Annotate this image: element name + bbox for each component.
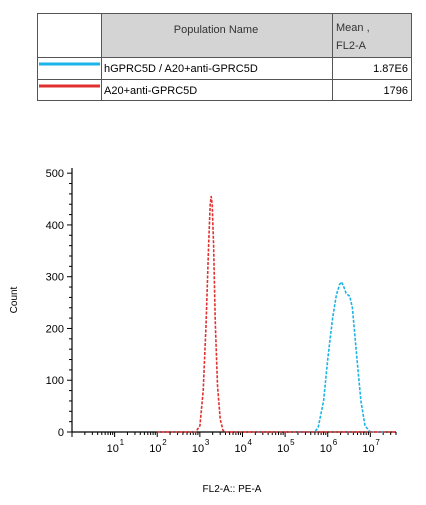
x-tick-label: 10	[320, 443, 332, 455]
header-name-cell	[101, 13, 332, 57]
y-tick-label: 300	[46, 272, 64, 284]
x-tick-exponent: 1	[120, 438, 125, 447]
x-tick-exponent: 2	[162, 438, 167, 447]
x-tick-label: 10	[192, 443, 204, 455]
header-mean-line1: Mean ,	[336, 22, 370, 34]
x-tick-exponent: 3	[205, 438, 210, 447]
x-tick-label: 10	[277, 443, 289, 455]
plot-frame	[71, 168, 396, 433]
row-name: hGPRC5D / A20+anti-GPRC5D	[104, 63, 258, 75]
header-population-name: Population Name	[174, 24, 258, 36]
header-mean-line2: FL2-A	[336, 40, 367, 52]
x-tick-exponent: 6	[333, 438, 338, 447]
row-name: A20+anti-GPRC5D	[104, 85, 197, 97]
x-tick-exponent: 7	[375, 438, 380, 447]
row-mean: 1.87E6	[373, 63, 408, 75]
y-tick-label: 100	[46, 375, 64, 387]
x-tick-label: 10	[234, 443, 246, 455]
series-line-blue	[297, 281, 384, 433]
series-line-red	[157, 195, 396, 433]
header-swatch-cell	[37, 13, 101, 57]
header-mean-cell	[332, 13, 412, 57]
y-tick-label: 200	[46, 323, 64, 335]
legend-table: Population Name Mean , FL2-A hGPRC5D / A…	[37, 13, 412, 101]
y-axis-label: Count	[9, 286, 20, 313]
x-tick-label: 10	[107, 443, 119, 455]
x-tick-exponent: 4	[247, 438, 252, 447]
row-mean: 1796	[384, 85, 408, 97]
x-axis-label: FL2-A:: PE-A	[203, 484, 262, 495]
series-layer	[157, 195, 396, 433]
x-tick-exponent: 5	[290, 438, 295, 447]
x-tick-label: 10	[149, 443, 161, 455]
y-tick-label: 500	[46, 168, 64, 180]
y-tick-label: 0	[58, 427, 64, 439]
y-tick-label: 400	[46, 220, 64, 232]
y-axis: 0 100 200 300 400 500	[46, 168, 72, 439]
x-tick-label: 10	[362, 443, 374, 455]
